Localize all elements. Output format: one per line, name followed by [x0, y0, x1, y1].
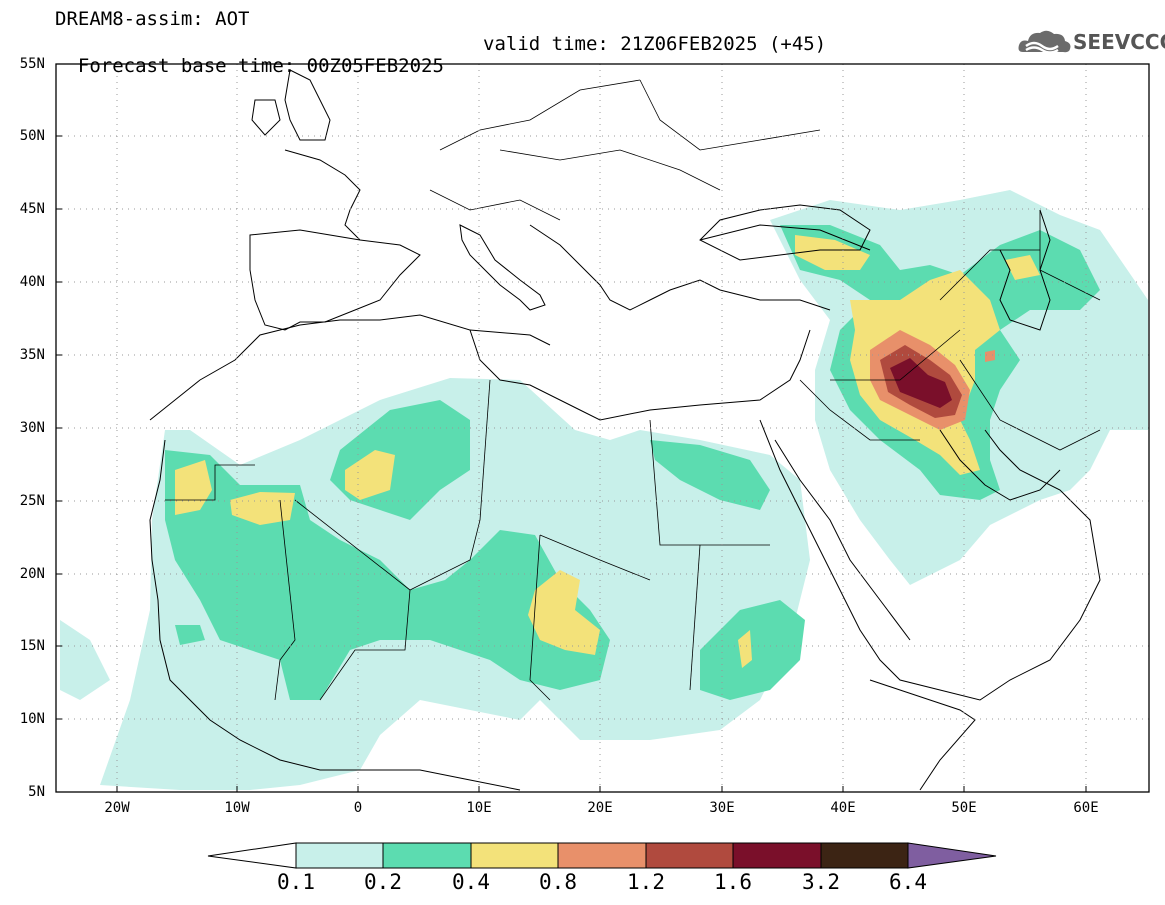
lat-label: 35N [19, 347, 45, 363]
aot-field [60, 190, 1148, 790]
lat-label: 45N [19, 201, 45, 217]
graticule [56, 64, 1149, 792]
valid-time-label: valid time: 21Z06FEB2025 (+45) [483, 33, 827, 55]
coastlines [149, 69, 1101, 791]
lat-label: 15N [19, 638, 45, 654]
lat-label: 40N [19, 274, 45, 290]
lat-label: 55N [19, 56, 45, 72]
lon-label: 50E [951, 800, 977, 816]
colorbar-label: 0.2 [364, 870, 402, 894]
lon-label: 20W [104, 800, 130, 816]
lat-label: 25N [19, 493, 45, 509]
lon-label: 0 [353, 800, 363, 816]
colorbar-label: 1.2 [627, 870, 665, 894]
colorbar-label: 0.4 [452, 870, 490, 894]
colorbar [207, 842, 997, 869]
forecast-times: Forecast base time: 00Z05FEB2025 valid t… [55, 33, 826, 99]
tick-marks [56, 63, 1087, 792]
base-time-label: Forecast base time: 00Z05FEB2025 [77, 55, 444, 77]
lon-label: 20E [587, 800, 613, 816]
cloud-icon [1018, 30, 1071, 54]
colorbar-label: 0.1 [277, 870, 315, 894]
aot-level-1-6 [890, 358, 952, 408]
lon-label: 40E [830, 800, 856, 816]
seevccc-logo: SEEVCCC [1017, 26, 1165, 58]
lon-label: 10E [466, 800, 492, 816]
colorbar-label: 3.2 [802, 870, 840, 894]
lon-label: 60E [1073, 800, 1099, 816]
logo-text: SEEVCCC [1073, 30, 1165, 54]
lon-label: 10W [224, 800, 250, 816]
lat-label: 10N [19, 711, 45, 727]
borders [165, 79, 1101, 701]
colorbar-label: 1.6 [714, 870, 752, 894]
lat-label: 50N [19, 128, 45, 144]
lat-label: 30N [19, 420, 45, 436]
lon-label: 30E [709, 800, 735, 816]
colorbar-label: 0.8 [539, 870, 577, 894]
lat-label: 20N [19, 566, 45, 582]
product-title: DREAM8-assim: AOT [55, 8, 250, 30]
colorbar-label: 6.4 [889, 870, 927, 894]
lat-label: 5N [28, 784, 45, 800]
